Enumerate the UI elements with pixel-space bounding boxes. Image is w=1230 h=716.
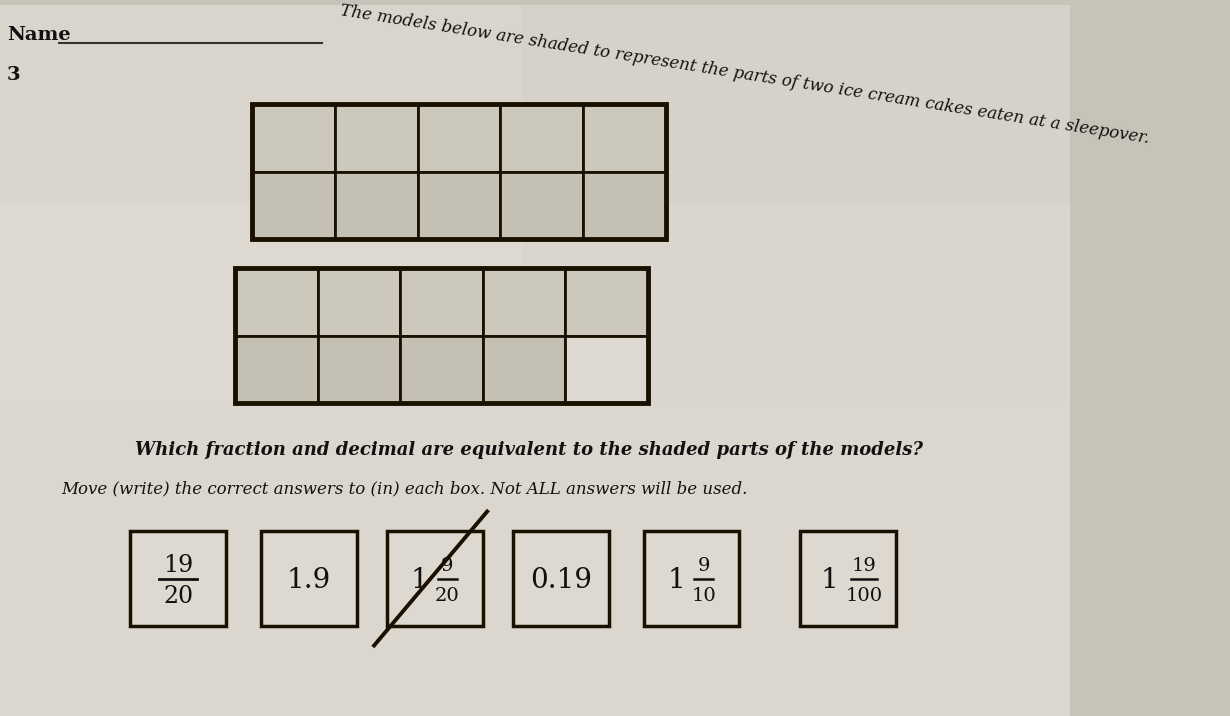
Text: 1: 1 (820, 567, 838, 594)
Bar (130, 531, 226, 626)
Text: Move (write) the correct answers to (in) each box. Not ALL answers will be used.: Move (write) the correct answers to (in)… (62, 480, 748, 498)
Bar (583, 105, 665, 172)
Text: 19: 19 (164, 554, 193, 577)
Bar (643, 531, 739, 626)
Text: 20: 20 (434, 587, 460, 605)
Text: 1: 1 (667, 567, 685, 594)
Text: The models below are shaded to represent the parts of two ice cream cakes eaten : The models below are shaded to represent… (338, 2, 1150, 147)
Bar (501, 105, 583, 172)
Bar (566, 268, 648, 336)
Text: 9: 9 (440, 556, 454, 574)
Bar (252, 105, 665, 239)
Bar (483, 268, 566, 336)
Text: 9: 9 (697, 556, 710, 574)
Bar (400, 336, 483, 403)
Text: 100: 100 (845, 587, 882, 605)
Text: 10: 10 (691, 587, 716, 605)
Bar (417, 105, 501, 172)
Bar (513, 531, 609, 626)
Text: 0.19: 0.19 (530, 567, 592, 594)
Bar (252, 105, 335, 172)
Bar (317, 268, 400, 336)
Text: 1: 1 (411, 567, 428, 594)
Bar (801, 531, 897, 626)
Bar (387, 531, 483, 626)
Text: 1.9: 1.9 (287, 567, 331, 594)
Bar (335, 172, 417, 239)
Bar (252, 172, 335, 239)
Bar (235, 268, 317, 336)
Bar (522, 5, 1070, 402)
Bar (0, 402, 1070, 716)
Bar (261, 531, 357, 626)
Text: 3: 3 (7, 66, 21, 84)
Text: 20: 20 (164, 585, 193, 608)
Text: Which fraction and decimal are equivalent to the shaded parts of the models?: Which fraction and decimal are equivalen… (135, 441, 922, 459)
Text: Name: Name (7, 26, 70, 44)
Bar (417, 172, 501, 239)
Bar (235, 336, 317, 403)
Bar (235, 268, 648, 403)
Bar (583, 172, 665, 239)
Bar (501, 172, 583, 239)
Bar (566, 336, 648, 403)
Bar (0, 5, 1070, 204)
Bar (317, 336, 400, 403)
Text: 19: 19 (851, 556, 876, 574)
Bar (335, 105, 417, 172)
Bar (400, 268, 483, 336)
Bar (483, 336, 566, 403)
